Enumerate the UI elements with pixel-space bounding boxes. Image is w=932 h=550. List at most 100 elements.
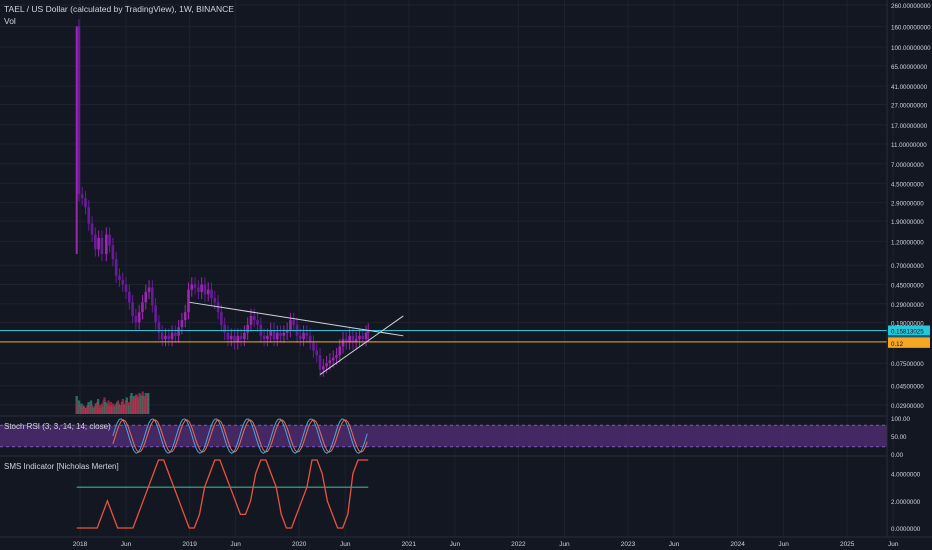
time-tick-label: Jun [340, 541, 351, 548]
candle-body [246, 324, 249, 333]
candle-body [335, 355, 338, 358]
time-tick-label: Jun [230, 541, 241, 548]
stoch-rsi-tick-label: 50.00 [891, 434, 907, 441]
time-tick-label: 2020 [292, 541, 307, 548]
stoch-rsi-k-line [112, 418, 368, 454]
time-tick-label: Jun [450, 541, 461, 548]
price-tick-label: 0.04500000 [891, 384, 924, 391]
candle-body [272, 329, 276, 340]
sms-tick-label: 2.0000000 [891, 499, 921, 506]
candle-body [141, 302, 144, 313]
price-tick-label: 0.29000000 [891, 302, 924, 309]
volume-label[interactable]: Vol [4, 16, 16, 26]
stoch-rsi-lines [112, 418, 368, 454]
candle-body [298, 335, 302, 340]
candle-body [331, 357, 335, 361]
price-tick-label: 17.00000000 [891, 123, 928, 130]
price-tick-label: 0.45000000 [891, 282, 924, 289]
stoch-rsi-tick-label: 100.00 [891, 416, 910, 423]
time-tick-label: 2023 [621, 541, 636, 548]
candle-body [236, 335, 240, 343]
candle-body [174, 332, 177, 336]
time-tick-label: Jun [888, 541, 899, 548]
volume-bar [147, 393, 150, 414]
price-tick-label: 1.20000000 [891, 239, 924, 246]
candle-body [345, 339, 348, 343]
candle-body [144, 291, 148, 303]
candle-body [285, 329, 289, 333]
candle-body [151, 287, 154, 306]
stoch-rsi-band-fill [0, 425, 887, 447]
stoch-rsi-d-line [112, 419, 368, 453]
candle-body [183, 312, 187, 321]
candle-body [111, 245, 115, 260]
candle-body [282, 332, 286, 336]
candle-body [239, 335, 243, 340]
price-tick-label: 100.00000000 [891, 45, 931, 52]
candle-body [177, 327, 180, 336]
volume-bars [75, 391, 150, 414]
stoch-rsi-title[interactable]: Stoch RSI (3, 3, 14, 14, close) [4, 422, 111, 431]
time-axis[interactable]: 2018 Jun 2019 Jun 2020 Jun 2021 Jun 2022 Jun 2023 J… [73, 541, 899, 548]
candle-body [210, 289, 213, 299]
price-tick-label: 0.02900000 [891, 403, 924, 410]
candle-body [256, 320, 259, 325]
candle-body [118, 275, 121, 280]
candle-body [262, 335, 266, 340]
candle-body [200, 284, 203, 292]
symbol-title[interactable]: TAEL / US Dollar (calculated by TradingV… [4, 4, 234, 14]
candle-body [87, 207, 91, 224]
price-labels: 0.158130255d 19h0.12 [888, 325, 930, 348]
time-tick-label: 2025 [840, 541, 855, 548]
price-tick-label: 2.90000000 [891, 201, 924, 208]
volume-bar [80, 403, 83, 414]
candle-body [243, 332, 246, 340]
sms-line [76, 459, 369, 529]
candle-body [100, 237, 104, 255]
candle-body [233, 335, 236, 343]
price-tick-label: 7.00000000 [891, 162, 924, 169]
candle-body [157, 322, 161, 333]
candle-body [90, 223, 94, 235]
candle-body [289, 320, 292, 330]
candle-body [226, 332, 230, 340]
sms-axis[interactable]: 4.0000000 2.0000000 0.0000000 [891, 472, 921, 533]
candle-body [128, 291, 131, 303]
stoch-rsi-tick-label: 0.00 [891, 452, 904, 459]
time-tick-label: Jun [559, 541, 570, 548]
candle-body [229, 335, 233, 340]
candle-body [164, 335, 167, 340]
stoch-rsi-band [0, 424, 887, 448]
candle-body [354, 339, 358, 343]
time-tick-label: 2021 [402, 541, 417, 548]
price-tick-label: 65.00000000 [891, 64, 928, 71]
time-tick-label: 2018 [73, 541, 88, 548]
candle-body [308, 335, 312, 343]
candle-body [279, 332, 282, 336]
candle-body [77, 26, 81, 195]
candle-body [269, 329, 273, 336]
price-tick-label: 11.00000000 [891, 142, 927, 149]
sms-title[interactable]: SMS Indicator [Nicholas Merten] [4, 462, 119, 471]
candle-body [328, 360, 332, 364]
stoch-rsi-axis[interactable]: 100.00 50.00 0.00 [891, 416, 910, 459]
candle-body [121, 279, 125, 285]
price-tick-label: 0.07500000 [891, 361, 924, 368]
candle-body [80, 194, 84, 199]
candle-body [366, 330, 370, 333]
price-tick-label: 27.00000000 [891, 103, 928, 110]
candle-body [108, 234, 111, 246]
candle-body [197, 287, 200, 292]
candle-body [97, 237, 100, 250]
candle-body [154, 305, 157, 323]
time-tick-label: 2024 [730, 541, 745, 548]
sms-tick-label: 0.0000000 [891, 526, 921, 533]
price-tick-label: 41.00000000 [891, 84, 928, 91]
cyan-price-label-bg [888, 325, 930, 336]
price-tick-label: 260.00000000 [891, 3, 931, 10]
time-tick-label: 2022 [511, 541, 526, 548]
ascending-trendline [319, 315, 404, 375]
